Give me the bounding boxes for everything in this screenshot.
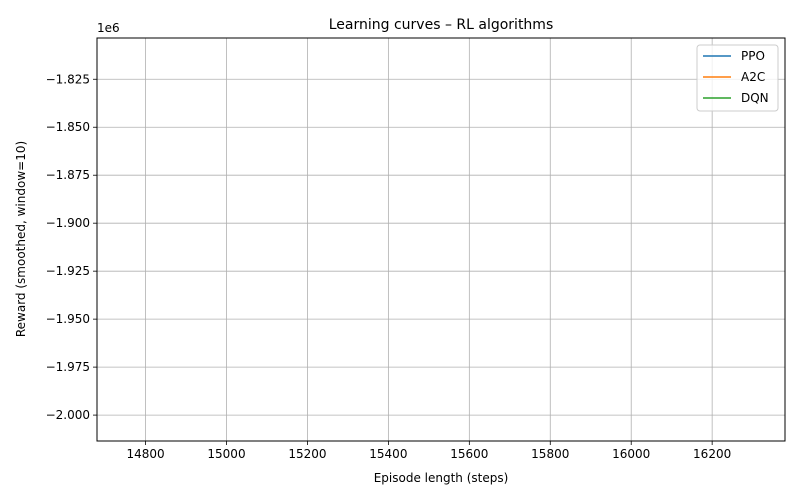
legend-label-a2c: A2C [741, 70, 765, 84]
y-tick-label: −1.900 [46, 216, 90, 230]
x-tick-label: 16200 [693, 447, 731, 461]
y-tick-label: −2.000 [46, 408, 90, 422]
y-tick-label: −1.825 [46, 72, 90, 86]
y-tick-label: −1.925 [46, 264, 90, 278]
y-tick-label: −1.850 [46, 120, 90, 134]
x-tick-label: 15800 [531, 447, 569, 461]
plot-frame [96, 37, 786, 442]
y-ticks: −1.825 −1.850 −1.875 −1.900 −1.925 −1.950 −1.9… [46, 72, 97, 422]
plot-area [97, 38, 785, 441]
y-axis-label: Reward (smoothed, window=10) [14, 141, 28, 337]
y-tick-label: −1.875 [46, 168, 90, 182]
legend: PPO A2C DQN [696, 44, 779, 112]
legend-label-ppo: PPO [741, 49, 765, 63]
grid [97, 38, 785, 441]
x-tick-label: 14800 [126, 447, 164, 461]
x-tick-label: 15600 [450, 447, 488, 461]
y-tick-label: −1.975 [46, 360, 90, 374]
x-tick-label: 15000 [207, 447, 245, 461]
x-axis-label: Episode length (steps) [374, 471, 509, 485]
x-tick-label: 15400 [369, 447, 407, 461]
legend-label-dqn: DQN [741, 91, 769, 105]
x-tick-label: 16000 [612, 447, 650, 461]
x-ticks: 14800 15000 15200 15400 15600 15800 16000 16200 [126, 441, 731, 461]
chart-title: Learning curves – RL algorithms [329, 17, 554, 33]
legend-box [696, 44, 779, 112]
x-tick-label: 15200 [288, 447, 326, 461]
y-offset-label: 1e6 [97, 21, 120, 35]
y-tick-label: −1.950 [46, 312, 90, 326]
